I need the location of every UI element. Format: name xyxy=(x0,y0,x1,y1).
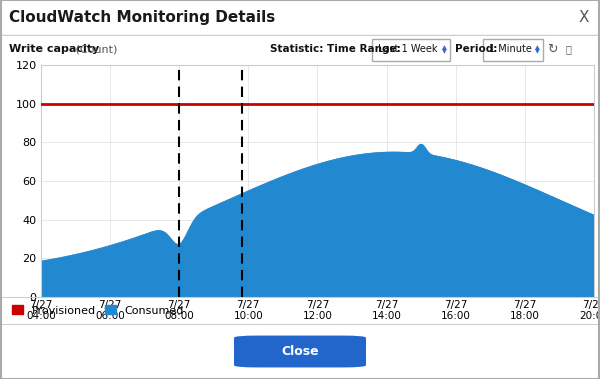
Text: ▲
▼: ▲ ▼ xyxy=(535,45,540,54)
Text: (Count): (Count) xyxy=(72,44,118,55)
FancyBboxPatch shape xyxy=(483,39,543,61)
Text: ↻: ↻ xyxy=(547,43,558,56)
Text: 1 Minute: 1 Minute xyxy=(489,44,532,55)
Text: ▲
▼: ▲ ▼ xyxy=(442,45,447,54)
Text: 🔍: 🔍 xyxy=(565,44,571,55)
Text: Last 1 Week: Last 1 Week xyxy=(378,44,437,55)
Text: Statistic: Time Range:: Statistic: Time Range: xyxy=(270,44,401,55)
Text: Close: Close xyxy=(281,345,319,358)
FancyBboxPatch shape xyxy=(372,39,450,61)
Text: CloudWatch Monitoring Details: CloudWatch Monitoring Details xyxy=(9,10,275,25)
Legend: Provisioned, Consumed: Provisioned, Consumed xyxy=(11,305,184,316)
Text: Period:: Period: xyxy=(455,44,497,55)
FancyBboxPatch shape xyxy=(234,335,366,368)
Text: X: X xyxy=(579,10,589,25)
Text: Write capacity: Write capacity xyxy=(9,44,99,55)
